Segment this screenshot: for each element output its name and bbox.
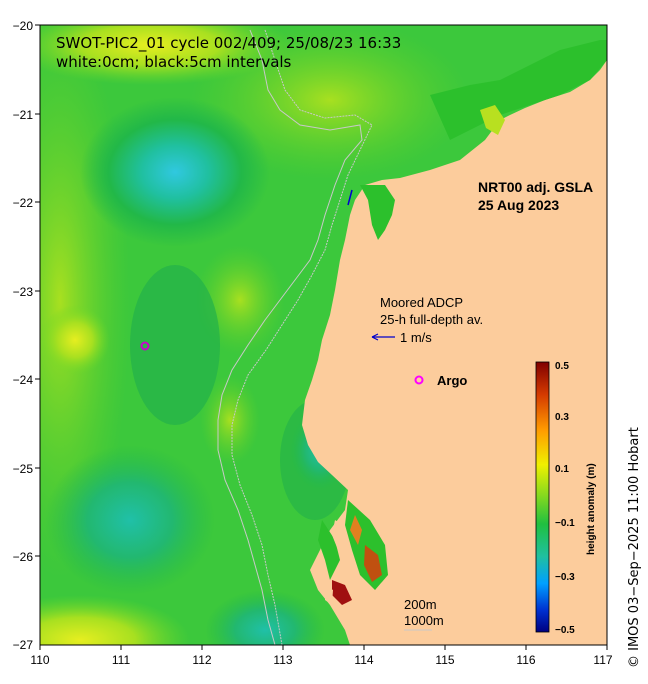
colorbar-tick: 0.3 (555, 412, 569, 423)
colorbar-tick: −0.3 (555, 572, 575, 583)
x-tick-label: 111 (112, 653, 131, 667)
colorbar-tick: −0.5 (555, 625, 575, 636)
credit-label: © IMOS 03−Sep−2025 11:00 Hobart (627, 427, 642, 668)
x-tick-label: 116 (516, 653, 535, 667)
x-tick-label: 114 (354, 653, 373, 667)
adcp-vector-icon (347, 189, 353, 206)
y-tick-label: −24 (13, 373, 34, 387)
title-line-2: white:0cm; black:5cm intervals (56, 53, 292, 71)
land-mass (302, 25, 607, 645)
x-axis: 110 111 112 113 114 115 116 117 (30, 653, 612, 667)
product-date: 25 Aug 2023 (478, 197, 559, 213)
y-tick-label: −20 (13, 19, 34, 33)
y-tick-label: −25 (13, 462, 34, 476)
x-tick-label: 110 (30, 653, 49, 667)
title-line-1: SWOT-PIC2_01 cycle 002/409; 25/08/23 16:… (56, 34, 401, 53)
argo-label: Argo (437, 373, 467, 388)
colorbar: 0.5 0.3 0.1 −0.1 −0.3 −0.5 height anomal… (535, 361, 597, 636)
colorbar-tick: 0.5 (555, 361, 569, 372)
colorbar-ramp (535, 361, 550, 633)
ssh-field (40, 25, 607, 645)
contour-200m-label: 200m (404, 597, 437, 612)
colorbar-tick: 0.1 (555, 464, 569, 475)
y-tick-label: −22 (13, 196, 34, 210)
contour-1000m-label: 1000m (404, 613, 444, 628)
tick-marks (35, 24, 608, 650)
argo-float-icon (140, 341, 150, 351)
y-tick-label: −21 (13, 108, 34, 122)
y-tick-label: −26 (13, 550, 34, 564)
colorbar-label: height anomaly (m) (586, 463, 597, 555)
colorbar-tick: −0.1 (555, 518, 575, 529)
plot-frame (39, 24, 608, 646)
adcp-sublabel: 25-h full-depth av. (380, 312, 483, 327)
y-axis: −20 −21 −22 −23 −24 −25 −26 −27 (13, 19, 34, 652)
x-tick-label: 115 (435, 653, 454, 667)
product-label: NRT00 adj. GSLA (478, 179, 593, 195)
y-tick-label: −27 (13, 638, 34, 652)
adcp-label: Moored ADCP (380, 295, 463, 310)
adcp-scale-arrow-icon (371, 333, 395, 341)
argo-legend-icon (414, 375, 424, 385)
x-tick-label: 117 (593, 653, 612, 667)
x-tick-label: 113 (273, 653, 292, 667)
x-tick-label: 112 (192, 653, 211, 667)
adcp-scale-label: 1 m/s (400, 330, 432, 345)
y-tick-label: −23 (13, 285, 34, 299)
